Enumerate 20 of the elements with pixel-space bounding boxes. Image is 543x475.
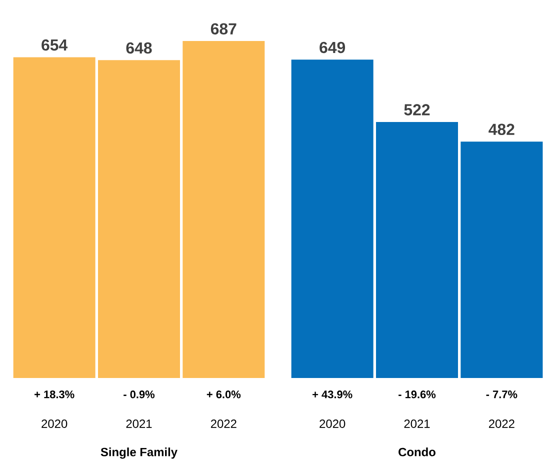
text: - 7.7% <box>486 390 518 398</box>
x-axis-title: Condo <box>398 448 436 456</box>
x-tick-label: 2022 <box>210 420 236 428</box>
text: - 19.6% <box>398 390 436 398</box>
text: + 18.3% <box>34 390 74 398</box>
data-label: 687 <box>210 23 236 34</box>
x-tick-label: 2021 <box>404 420 430 428</box>
x-tick-label: 2020 <box>320 420 346 428</box>
x-tick-label: 2021 <box>126 420 152 428</box>
x-tick-label: 2022 <box>488 420 514 428</box>
text: + 6.0% <box>206 390 241 398</box>
data-label: 648 <box>126 42 152 54</box>
data-label: 649 <box>320 42 346 54</box>
data-label: 654 <box>42 39 68 51</box>
data-label: 482 <box>488 124 514 136</box>
text: - 0.9% <box>124 390 155 398</box>
x-axis-title: Single Family <box>100 448 178 459</box>
data-label: 522 <box>404 104 430 116</box>
text: + 43.9% <box>312 390 352 398</box>
x-tick-label: 2020 <box>42 420 68 428</box>
